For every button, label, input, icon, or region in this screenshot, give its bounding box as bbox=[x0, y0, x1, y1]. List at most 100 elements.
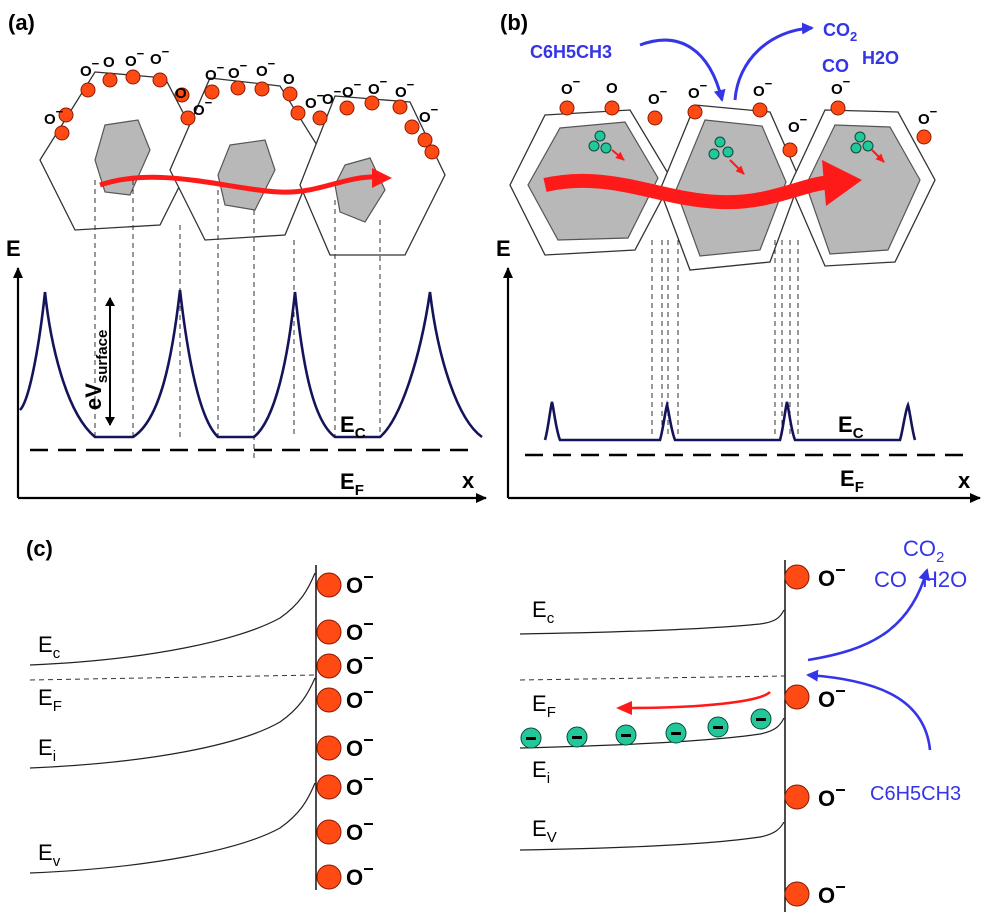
electron bbox=[588, 140, 600, 152]
oxygen-ion bbox=[125, 69, 141, 85]
svg-text:O−: O− bbox=[346, 769, 374, 800]
right-fermi-level bbox=[519, 675, 786, 681]
oxygen-ion bbox=[916, 129, 932, 145]
svg-text:O−: O− bbox=[346, 814, 374, 845]
svg-text:O−: O− bbox=[305, 88, 325, 112]
svg-text:O−: O− bbox=[150, 44, 170, 68]
electron bbox=[722, 146, 734, 158]
left-surface-oxygen: O− O− O− O− O− O− O− O− bbox=[316, 567, 374, 890]
svg-text:O: O bbox=[103, 54, 115, 71]
right-ef-label: EF bbox=[532, 691, 556, 721]
right-electron-return-arrow bbox=[627, 690, 771, 710]
oxygen-ion bbox=[316, 619, 342, 645]
oxygen-ion bbox=[204, 84, 220, 100]
oxygen-ion bbox=[339, 100, 355, 116]
svg-text:O−: O− bbox=[395, 77, 415, 101]
svg-text:O−: O− bbox=[753, 76, 773, 100]
svg-text:O: O bbox=[606, 80, 618, 97]
oxygen-ion bbox=[316, 653, 342, 679]
oxygen-ion bbox=[254, 81, 270, 97]
svg-text:O: O bbox=[283, 71, 295, 88]
panel-a-projection-lines bbox=[94, 180, 381, 460]
panel-b-projection-lines bbox=[651, 240, 799, 437]
right-ec-label: Ec bbox=[532, 597, 555, 627]
oxygen-ion bbox=[312, 110, 328, 126]
svg-text:O−: O− bbox=[918, 104, 938, 128]
panel-b-label: (b) bbox=[500, 10, 528, 35]
svg-text:O−: O− bbox=[818, 780, 846, 811]
left-ei-label: Ei bbox=[38, 735, 56, 765]
svg-text:O−: O− bbox=[368, 74, 388, 98]
electron-flow-arrow bbox=[99, 174, 381, 195]
panel-a-oxygen-ions bbox=[54, 69, 440, 160]
right-product-co2: CO2 bbox=[903, 536, 944, 566]
oxygen-ion bbox=[102, 72, 118, 88]
electron bbox=[714, 136, 726, 148]
barrier-height-label: eVsurface bbox=[81, 330, 111, 410]
panel-b-product-arrow bbox=[733, 22, 814, 101]
oxygen-ion bbox=[174, 87, 190, 103]
svg-text:O−: O− bbox=[205, 60, 225, 84]
panel-b-electrons bbox=[588, 130, 885, 175]
panel-b-reactant: C6H5CH3 bbox=[530, 42, 612, 62]
svg-text:O−: O− bbox=[818, 560, 846, 591]
right-ev-label: EV bbox=[532, 816, 557, 846]
svg-text:O−: O− bbox=[256, 56, 276, 80]
oxygen-ion bbox=[784, 881, 810, 907]
oxygen-ion bbox=[782, 142, 798, 158]
panel-a-axis-e: E bbox=[6, 236, 21, 261]
svg-text:O−: O− bbox=[346, 682, 374, 713]
panel-a-conduction-band bbox=[18, 289, 483, 439]
right-conduction-band bbox=[519, 609, 785, 635]
panel-b-reactant-arrow bbox=[639, 38, 726, 102]
oxygen-ion bbox=[417, 132, 433, 148]
left-fermi-level bbox=[29, 674, 317, 681]
oxygen-ion bbox=[316, 819, 342, 845]
oxygen-ion bbox=[316, 735, 342, 761]
svg-text:O−: O− bbox=[346, 567, 374, 598]
oxygen-ion bbox=[404, 119, 420, 135]
svg-text:O−: O− bbox=[419, 102, 439, 126]
oxygen-ion bbox=[80, 82, 96, 98]
panel-c-right: Ec EF Ei EV O− O− O− bbox=[519, 536, 967, 912]
panel-b: (b) C6H5CH3 CO2 CO H2O O− bbox=[496, 10, 981, 503]
panel-b-electron-flow-arrowhead bbox=[822, 160, 862, 206]
oxygen-ion bbox=[316, 774, 342, 800]
oxygen-ion bbox=[316, 572, 342, 598]
oxygen-ion bbox=[647, 110, 663, 126]
oxygen-ion bbox=[54, 125, 70, 141]
right-reactant-arrow bbox=[806, 669, 932, 751]
svg-text:O−: O− bbox=[322, 84, 342, 108]
left-ec-label: Ec bbox=[38, 632, 61, 662]
electron bbox=[862, 140, 874, 152]
oxygen-ion bbox=[559, 100, 575, 116]
right-product-co: CO bbox=[874, 567, 907, 592]
oxygen-ion bbox=[58, 107, 74, 123]
left-valence-band bbox=[29, 782, 316, 874]
panel-b-oxygen-labels: O− O O− O− O− O− O− O− bbox=[561, 74, 938, 136]
oxygen-ion bbox=[180, 110, 196, 126]
svg-text:O−: O− bbox=[831, 74, 851, 98]
oxygen-ion bbox=[784, 784, 810, 810]
svg-text:O−: O− bbox=[561, 74, 581, 98]
oxygen-ion bbox=[316, 864, 342, 890]
right-electron-return-arrowhead bbox=[616, 701, 632, 715]
svg-text:O−: O− bbox=[44, 104, 64, 128]
panel-a-oxygen-labels: O− O− O O− O− O O− O− O− O− O O− O− O− O… bbox=[44, 44, 439, 128]
electron-drift-arrow bbox=[611, 149, 625, 161]
right-released-electrons bbox=[520, 708, 772, 749]
panel-b-axis-e: E bbox=[496, 236, 511, 261]
right-product-h2o: H2O bbox=[922, 567, 967, 592]
left-ev-label: Ev bbox=[38, 840, 61, 870]
electron bbox=[850, 142, 862, 154]
electron-drift-arrow bbox=[729, 159, 745, 175]
left-ef-label: EF bbox=[38, 685, 62, 715]
svg-text:O−: O− bbox=[346, 859, 374, 890]
panel-b-oxygen-ions bbox=[559, 100, 932, 158]
svg-text:O−: O− bbox=[346, 648, 374, 679]
panel-b-ec-label: EC bbox=[838, 412, 864, 442]
oxygen-ion bbox=[316, 687, 342, 713]
right-valence-band bbox=[519, 821, 785, 851]
electron bbox=[594, 130, 606, 142]
panel-c-label: (c) bbox=[26, 536, 53, 561]
